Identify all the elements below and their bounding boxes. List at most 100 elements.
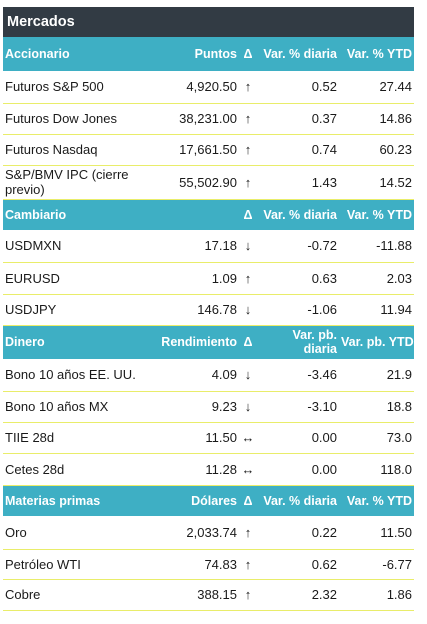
instrument-value: 11.50 (147, 422, 239, 454)
section-header-label: Dinero (3, 325, 147, 359)
arrow-down-icon: ↓ (239, 230, 257, 263)
arrow-down-icon: ↓ (239, 391, 257, 423)
daily-change: -1.06 (257, 294, 339, 326)
arrow-down-icon: ↓ (239, 359, 257, 392)
arrow-up-icon: ↑ (239, 165, 257, 200)
arrow-up-icon: ↑ (239, 579, 257, 611)
instrument-name: S&P/BMV IPC (cierre previo) (3, 165, 147, 200)
instrument-name: Futuros Dow Jones (3, 103, 147, 135)
table-row: USDJPY 146.78 ↓ -1.06 11.94 (3, 294, 414, 326)
column-header-value: Dólares (147, 485, 239, 516)
instrument-value: 4,920.50 (147, 71, 239, 104)
column-header-daily: Var. % diaria (257, 485, 339, 516)
instrument-value: 2,033.74 (147, 516, 239, 550)
ytd-change: 14.52 (339, 165, 414, 200)
instrument-name: Bono 10 años EE. UU. (3, 359, 147, 392)
ytd-change: 2.03 (339, 262, 414, 295)
arrow-left-right-icon: ↔ (239, 422, 257, 454)
ytd-change: 27.44 (339, 71, 414, 104)
table-row: S&P/BMV IPC (cierre previo) 55,502.90 ↑ 1.4… (3, 165, 414, 200)
daily-change: -3.46 (257, 359, 339, 392)
instrument-name: Oro (3, 516, 147, 550)
daily-change: 0.37 (257, 103, 339, 135)
instrument-value: 74.83 (147, 549, 239, 580)
column-header-delta: Δ (239, 485, 257, 516)
ytd-change: -6.77 (339, 549, 414, 580)
column-header-delta: Δ (239, 37, 257, 71)
daily-change: 2.32 (257, 579, 339, 611)
column-header-value (147, 199, 239, 230)
section-header-row: Cambiario Δ Var. % diaria Var. % YTD (3, 199, 414, 230)
arrow-up-icon: ↑ (239, 549, 257, 580)
instrument-value: 1.09 (147, 262, 239, 295)
table-row: Cetes 28d 11.28 ↔ 0.00 118.0 (3, 453, 414, 486)
arrow-left-right-icon: ↔ (239, 453, 257, 486)
daily-change: 0.63 (257, 262, 339, 295)
instrument-value: 11.28 (147, 453, 239, 486)
column-header-ytd: Var. % YTD (339, 37, 414, 71)
instrument-value: 17,661.50 (147, 134, 239, 166)
ytd-change: -11.88 (339, 230, 414, 263)
ytd-change: 1.86 (339, 579, 414, 611)
ytd-change: 18.8 (339, 391, 414, 423)
instrument-value: 17.18 (147, 230, 239, 263)
table-row: Futuros Dow Jones 38,231.00 ↑ 0.37 14.86 (3, 103, 414, 135)
daily-change: 0.00 (257, 422, 339, 454)
daily-change: 0.74 (257, 134, 339, 166)
column-header-value: Puntos (147, 37, 239, 71)
daily-change: 1.43 (257, 165, 339, 200)
daily-change: 0.62 (257, 549, 339, 580)
section-header-row: Accionario Puntos Δ Var. % diaria Var. % YTD (3, 37, 414, 71)
column-header-delta: Δ (239, 199, 257, 230)
section-header-row: Materias primas Dólares Δ Var. % diaria Var.… (3, 485, 414, 516)
column-header-daily: Var. % diaria (257, 37, 339, 71)
instrument-name: Bono 10 años MX (3, 391, 147, 423)
table-row: TIIE 28d 11.50 ↔ 0.00 73.0 (3, 422, 414, 454)
table-row: Futuros S&P 500 4,920.50 ↑ 0.52 27.44 (3, 71, 414, 104)
table-row: Cobre 388.15 ↑ 2.32 1.86 (3, 579, 414, 611)
instrument-value: 9.23 (147, 391, 239, 423)
arrow-down-icon: ↓ (239, 294, 257, 326)
column-header-ytd: Var. pb. YTD (339, 325, 414, 359)
table-row: Oro 2,033.74 ↑ 0.22 11.50 (3, 516, 414, 550)
instrument-name: EURUSD (3, 262, 147, 295)
daily-change: 0.00 (257, 453, 339, 486)
ytd-change: 14.86 (339, 103, 414, 135)
table-row: Bono 10 años EE. UU. 4.09 ↓ -3.46 21.9 (3, 359, 414, 392)
column-header-ytd: Var. % YTD (339, 199, 414, 230)
table-row: Bono 10 años MX 9.23 ↓ -3.10 18.8 (3, 391, 414, 423)
daily-change: 0.22 (257, 516, 339, 550)
table-row: Futuros Nasdaq 17,661.50 ↑ 0.74 60.23 (3, 134, 414, 166)
column-header-delta: Δ (239, 325, 257, 359)
column-header-daily: Var. % diaria (257, 199, 339, 230)
instrument-value: 388.15 (147, 579, 239, 611)
table-row: USDMXN 17.18 ↓ -0.72 -11.88 (3, 230, 414, 263)
instrument-name: Futuros Nasdaq (3, 134, 147, 166)
markets-table-container: Mercados Accionario Puntos Δ Var. % diaria V… (3, 7, 414, 611)
instrument-value: 4.09 (147, 359, 239, 392)
instrument-name: USDMXN (3, 230, 147, 263)
ytd-change: 73.0 (339, 422, 414, 454)
arrow-up-icon: ↑ (239, 262, 257, 295)
instrument-name: Petróleo WTI (3, 549, 147, 580)
ytd-change: 118.0 (339, 453, 414, 486)
instrument-name: TIIE 28d (3, 422, 147, 454)
section-header-row: Dinero Rendimiento Δ Var. pb. diaria Var. pb… (3, 325, 414, 359)
section-header-label: Materias primas (3, 485, 147, 516)
daily-change: 0.52 (257, 71, 339, 104)
instrument-value: 146.78 (147, 294, 239, 326)
ytd-change: 11.50 (339, 516, 414, 550)
instrument-value: 38,231.00 (147, 103, 239, 135)
column-header-value: Rendimiento (147, 325, 239, 359)
instrument-name: Cobre (3, 579, 147, 611)
daily-change: -3.10 (257, 391, 339, 423)
column-header-daily: Var. pb. diaria (257, 325, 339, 359)
instrument-value: 55,502.90 (147, 165, 239, 200)
ytd-change: 60.23 (339, 134, 414, 166)
table-row: EURUSD 1.09 ↑ 0.63 2.03 (3, 262, 414, 295)
arrow-up-icon: ↑ (239, 516, 257, 550)
arrow-up-icon: ↑ (239, 103, 257, 135)
markets-table: Accionario Puntos Δ Var. % diaria Var. % YTD… (3, 37, 414, 611)
instrument-name: USDJPY (3, 294, 147, 326)
section-header-label: Accionario (3, 37, 147, 71)
